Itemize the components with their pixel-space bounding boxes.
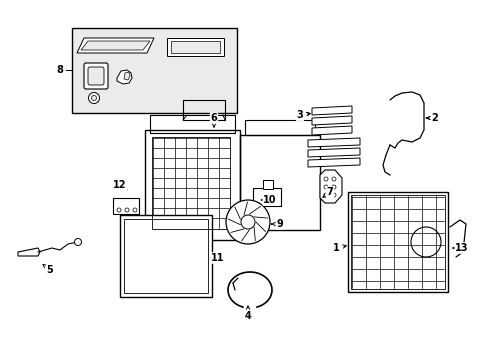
Bar <box>72 28 237 113</box>
Polygon shape <box>81 41 150 50</box>
Text: 7: 7 <box>326 187 333 197</box>
Text: 5: 5 <box>46 265 53 275</box>
Bar <box>145 130 240 240</box>
Polygon shape <box>77 38 154 53</box>
Polygon shape <box>311 126 351 135</box>
Text: 11: 11 <box>211 253 224 263</box>
Bar <box>113 198 139 214</box>
Text: 13: 13 <box>454 243 468 253</box>
Bar <box>240 135 319 230</box>
Polygon shape <box>124 72 130 80</box>
Text: 12: 12 <box>113 180 126 190</box>
Bar <box>150 115 235 133</box>
Bar <box>252 188 281 206</box>
Circle shape <box>74 239 81 246</box>
Polygon shape <box>307 158 359 167</box>
Text: 8: 8 <box>57 65 63 75</box>
Polygon shape <box>307 148 359 157</box>
Bar <box>124 219 207 293</box>
Text: 6: 6 <box>210 113 217 123</box>
Text: 8: 8 <box>57 65 63 75</box>
Bar <box>120 215 212 297</box>
FancyBboxPatch shape <box>88 67 104 85</box>
Polygon shape <box>18 248 40 256</box>
Bar <box>263 180 272 189</box>
Bar <box>152 137 229 229</box>
Polygon shape <box>117 70 132 84</box>
Text: 4: 4 <box>244 311 251 321</box>
Text: 9: 9 <box>276 219 283 229</box>
Bar <box>347 192 447 292</box>
Polygon shape <box>311 106 351 115</box>
Bar <box>244 120 314 135</box>
Text: 3: 3 <box>296 110 303 120</box>
Text: 3: 3 <box>296 110 303 120</box>
Text: 1: 1 <box>332 243 339 253</box>
Polygon shape <box>311 116 351 125</box>
Circle shape <box>91 95 96 100</box>
FancyBboxPatch shape <box>84 63 108 89</box>
Text: 2: 2 <box>431 113 437 123</box>
Polygon shape <box>319 170 341 203</box>
Bar <box>350 195 444 289</box>
Text: 2: 2 <box>431 113 437 123</box>
Text: 10: 10 <box>263 195 276 205</box>
Polygon shape <box>171 41 220 53</box>
Bar <box>183 100 224 120</box>
Polygon shape <box>307 138 359 147</box>
Polygon shape <box>167 38 224 56</box>
Circle shape <box>88 93 99 104</box>
Circle shape <box>225 200 269 244</box>
